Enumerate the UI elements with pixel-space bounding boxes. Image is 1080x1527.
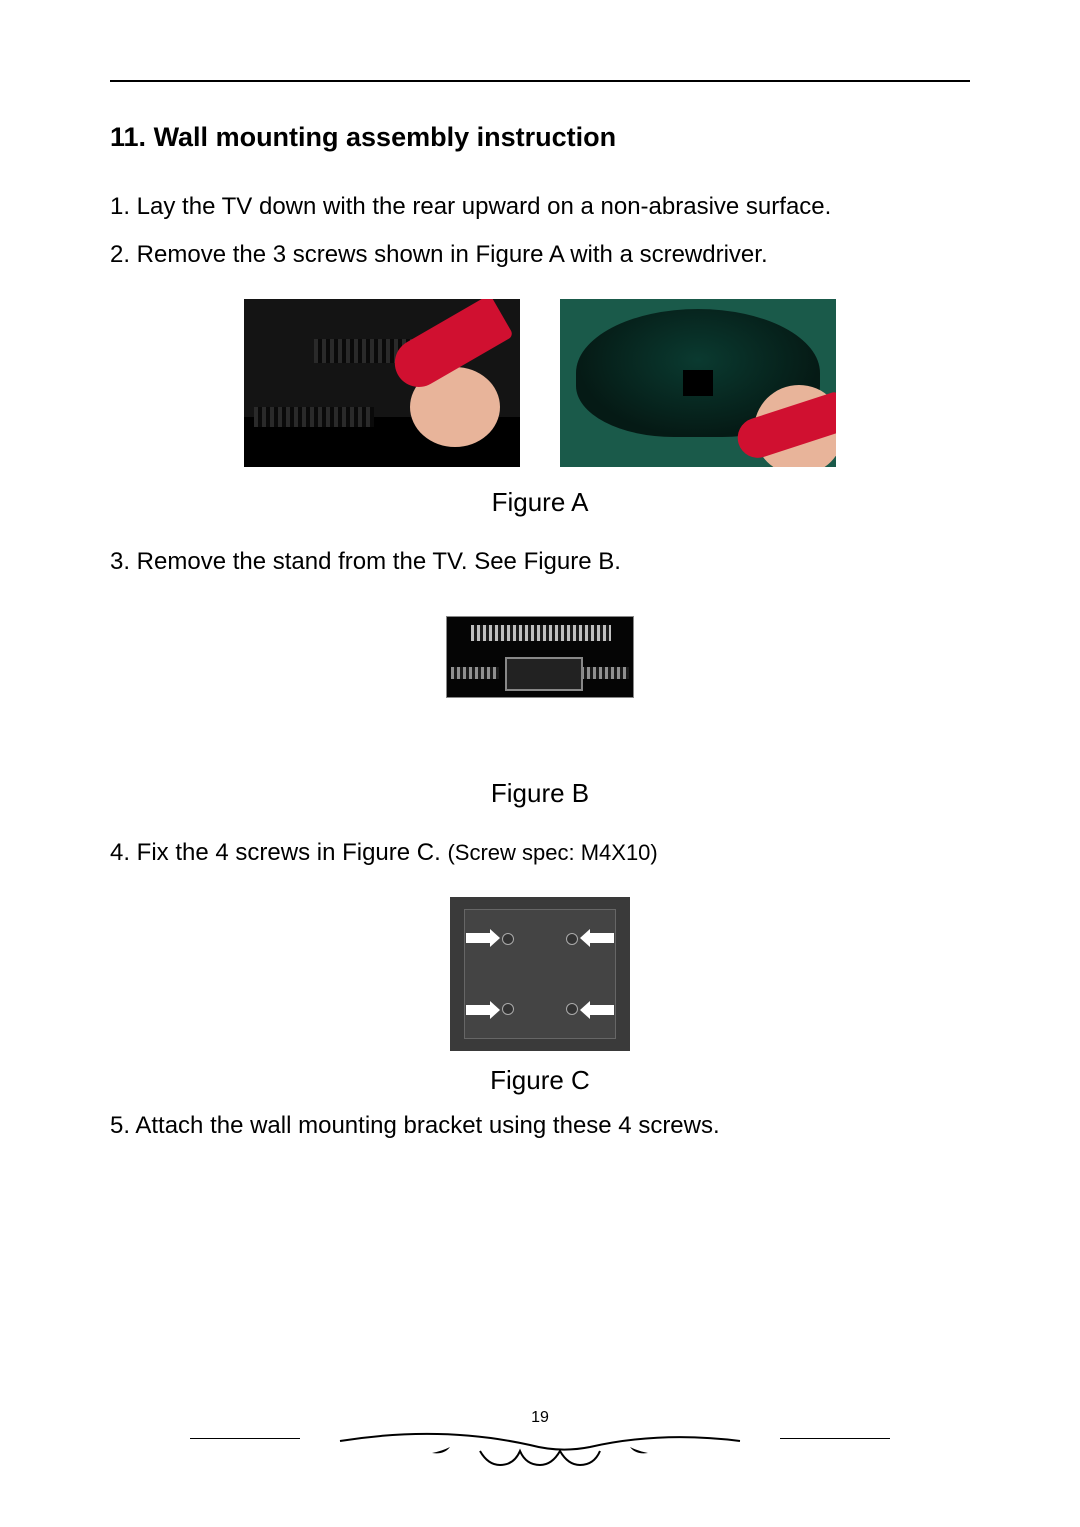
- step-4-text: 4. Fix the 4 screws in Figure C.: [110, 839, 441, 866]
- footer-line-right: [780, 1438, 890, 1439]
- figure-a-right-photo: [560, 299, 836, 467]
- step-5: 5. Attach the wall mounting bracket usin…: [110, 1112, 970, 1140]
- page-number: 19: [531, 1409, 549, 1427]
- footer-ornament: 19: [330, 1409, 750, 1467]
- flourish-icon: [330, 1427, 750, 1467]
- step-1: 1. Lay the TV down with the rear upward …: [110, 193, 970, 221]
- section-title: 11. Wall mounting assembly instruction: [110, 122, 970, 153]
- figure-c-label: Figure C: [110, 1065, 970, 1096]
- step-2: 2. Remove the 3 screws shown in Figure A…: [110, 241, 970, 269]
- page-footer: 19: [0, 1409, 1080, 1467]
- footer-line-left: [190, 1438, 300, 1439]
- top-rule: [110, 80, 970, 82]
- figure-a-label: Figure A: [110, 487, 970, 518]
- section-heading: Wall mounting assembly instruction: [154, 122, 617, 152]
- step-4: 4. Fix the 4 screws in Figure C. (Screw …: [110, 839, 970, 867]
- manual-page: 11. Wall mounting assembly instruction 1…: [0, 0, 1080, 1527]
- figure-c-photo: [450, 897, 630, 1051]
- step-3: 3. Remove the stand from the TV. See Fig…: [110, 548, 970, 576]
- step-4-note: (Screw spec: M4X10): [447, 840, 657, 865]
- section-number: 11.: [110, 122, 146, 152]
- figure-b-label: Figure B: [110, 778, 970, 809]
- figure-a-row: [110, 299, 970, 467]
- figure-b-photo: [446, 616, 634, 698]
- figure-a-left-photo: [244, 299, 520, 467]
